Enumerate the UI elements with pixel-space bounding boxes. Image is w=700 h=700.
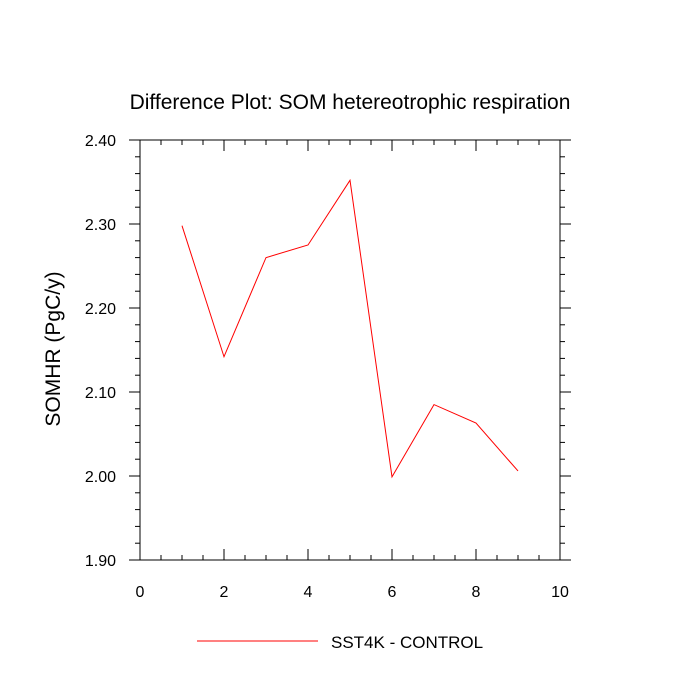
series-layer: [181, 178, 519, 479]
legend-label: SST4K - CONTROL: [331, 633, 483, 652]
y-axis-tick-labels: 1.90 2.00 2.10 2.20 2.30 2.40: [85, 133, 116, 570]
y-tick-label: 1.90: [85, 553, 116, 570]
y-tick-label: 2.20: [85, 301, 116, 318]
series-line-0: [181, 178, 519, 479]
x-tick-label: 10: [551, 584, 569, 601]
y-tick-label: 2.10: [85, 385, 116, 402]
x-tick-label: 0: [136, 584, 145, 601]
x-tick-label: 8: [472, 584, 481, 601]
x-tick-label: 4: [304, 584, 313, 601]
y-axis-ticks: [129, 139, 571, 561]
chart-title: Difference Plot: SOM hetereotrophic resp…: [130, 91, 571, 114]
plot-frame: [139, 139, 561, 561]
y-axis-title: SOMHR (PgC/y): [42, 271, 65, 426]
y-tick-label: 2.30: [85, 217, 116, 234]
y-tick-label: 2.00: [85, 469, 116, 486]
x-tick-label: 6: [388, 584, 397, 601]
legend: SST4K - CONTROL: [197, 633, 483, 652]
x-axis-tick-labels: 0 2 4 6 8 10: [136, 584, 569, 601]
x-tick-label: 2: [220, 584, 229, 601]
y-tick-label: 2.40: [85, 133, 116, 150]
